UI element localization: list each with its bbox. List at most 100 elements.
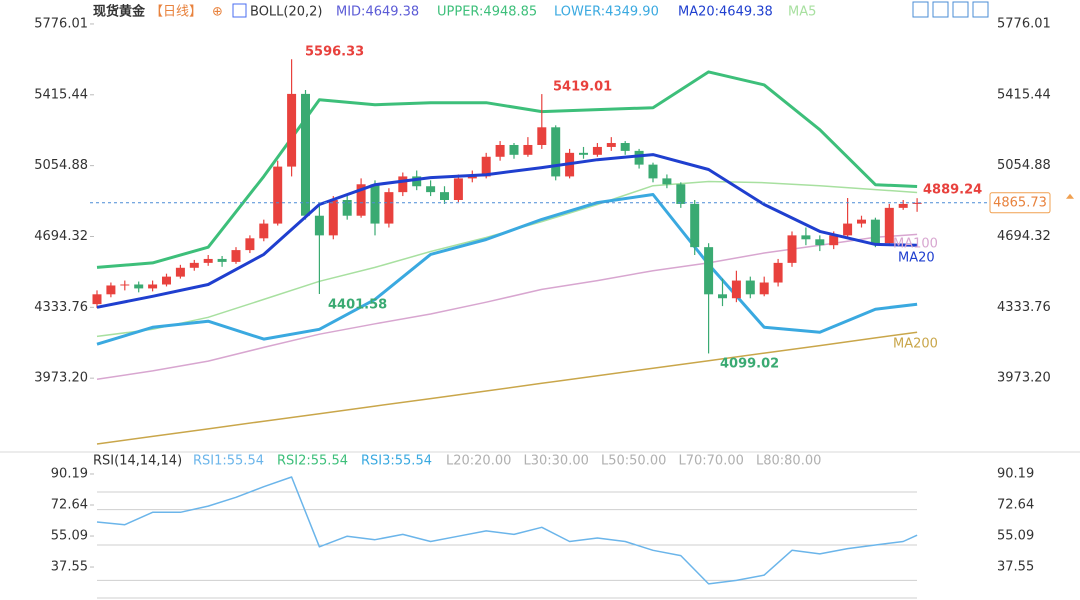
y-tick-label: 37.55 bbox=[51, 560, 88, 575]
candle-body bbox=[745, 280, 755, 295]
tool-button[interactable] bbox=[932, 1, 949, 18]
candle-body bbox=[718, 294, 727, 299]
candle-body bbox=[662, 178, 672, 185]
candle-body bbox=[759, 282, 769, 295]
tool-button[interactable] bbox=[912, 1, 929, 18]
y-tick-label: 5776.01 bbox=[34, 16, 88, 31]
price-arrow-icon bbox=[1066, 193, 1074, 199]
candle-body bbox=[273, 166, 283, 224]
indicator-line bbox=[96, 153, 918, 309]
indicator-line bbox=[96, 193, 918, 346]
candle-body bbox=[898, 203, 908, 208]
candle-body bbox=[523, 144, 533, 155]
last-price-box bbox=[989, 192, 1051, 214]
indicator-line bbox=[96, 70, 918, 269]
indicator-line bbox=[96, 331, 918, 445]
tool-button[interactable] bbox=[952, 1, 969, 18]
candle-body bbox=[217, 258, 227, 262]
candle-body bbox=[509, 144, 519, 155]
y-tick-label-right: 4333.76 bbox=[997, 300, 1051, 315]
ma20-end-label: MA20 bbox=[898, 251, 935, 266]
candle-body bbox=[259, 223, 269, 239]
mid-label: MID:4649.38 bbox=[336, 5, 419, 20]
candle-body bbox=[731, 280, 741, 299]
last-price-label: 4865.73 bbox=[993, 195, 1047, 210]
y-tick-label: 4694.32 bbox=[34, 229, 88, 244]
y-tick-label: 4333.76 bbox=[34, 300, 88, 315]
candle-body bbox=[189, 262, 199, 268]
upper-label: UPPER:4948.85 bbox=[437, 5, 537, 20]
rsi3-label: RSI3:55.54 bbox=[361, 454, 432, 469]
price-box-group: 4865.73 bbox=[90, 192, 1074, 214]
candle-body bbox=[134, 284, 144, 289]
candle-body bbox=[648, 164, 658, 179]
high-annotation: 5419.01 bbox=[553, 80, 612, 95]
candle-body bbox=[245, 238, 255, 251]
candle-body bbox=[620, 143, 630, 151]
line-layer bbox=[96, 70, 918, 599]
candle-body bbox=[815, 239, 825, 246]
candle-body bbox=[148, 284, 158, 289]
y-tick-label-right: 90.19 bbox=[997, 466, 1034, 481]
candle-body bbox=[314, 215, 324, 236]
rsi2-label: RSI2:55.54 bbox=[277, 454, 348, 469]
low-annotation: 4099.02 bbox=[720, 357, 779, 372]
candle-body bbox=[287, 93, 297, 167]
indicator-name: BOLL(20,2) bbox=[250, 5, 323, 20]
level-label: L50:50.00 bbox=[601, 454, 666, 469]
candle-body bbox=[231, 250, 241, 262]
tool-button[interactable] bbox=[972, 1, 989, 18]
y-tick-label-right: 3973.20 bbox=[997, 371, 1051, 386]
candle-body bbox=[120, 284, 130, 286]
candle-body bbox=[801, 235, 811, 240]
y-tick-label-right: 37.55 bbox=[997, 560, 1034, 575]
boll-icon[interactable] bbox=[232, 3, 247, 18]
ma5-label: MA5 bbox=[788, 5, 816, 20]
high-annotation: 5596.33 bbox=[305, 45, 364, 60]
candle-body bbox=[301, 93, 310, 216]
candle-body bbox=[426, 186, 436, 193]
candle-body bbox=[551, 127, 561, 177]
candle-body bbox=[481, 156, 491, 177]
ma20-label: MA20:4649.38 bbox=[678, 5, 773, 20]
candle-body bbox=[440, 192, 449, 200]
candle-body bbox=[384, 192, 394, 224]
candle-body bbox=[328, 199, 338, 236]
y-tick-label: 72.64 bbox=[51, 498, 88, 513]
period-icon[interactable]: ⊕ bbox=[212, 5, 223, 20]
level-label: L20:20.00 bbox=[446, 454, 511, 469]
lower-label: LOWER:4349.90 bbox=[554, 5, 659, 20]
candle-body bbox=[579, 152, 588, 155]
candle-body bbox=[342, 199, 352, 216]
y-tick-label-right: 5776.01 bbox=[997, 16, 1051, 31]
candle-layer bbox=[92, 59, 922, 354]
candle-body bbox=[606, 143, 616, 147]
period[interactable]: 【日线】 bbox=[150, 5, 202, 20]
y-tick-label: 55.09 bbox=[51, 529, 88, 544]
toolbar bbox=[912, 1, 989, 18]
candle-body bbox=[884, 207, 894, 244]
y-tick-label-right: 72.64 bbox=[997, 498, 1034, 513]
candle-body bbox=[704, 247, 714, 295]
candle-body bbox=[453, 178, 463, 200]
candle-body bbox=[203, 258, 213, 263]
y-tick-label-right: 5415.44 bbox=[997, 87, 1051, 102]
candle-body bbox=[106, 285, 116, 295]
low-annotation: 4401.58 bbox=[328, 298, 387, 313]
candle-body bbox=[356, 184, 366, 216]
candle-body bbox=[162, 276, 171, 285]
candle-body bbox=[829, 235, 839, 246]
candle-body bbox=[843, 223, 853, 236]
high-annotation: 4889.24 bbox=[923, 183, 982, 198]
candle-body bbox=[495, 144, 505, 157]
candle-body bbox=[634, 150, 644, 165]
y-tick-label: 90.19 bbox=[51, 466, 88, 481]
y-tick-label-right: 4694.32 bbox=[997, 229, 1051, 244]
rsi-title: RSI(14,14,14) bbox=[93, 454, 182, 469]
candle-body bbox=[412, 176, 422, 187]
ma100-end-label: MA100 bbox=[893, 237, 938, 252]
rsi1-label: RSI1:55.54 bbox=[193, 454, 264, 469]
chart-title: 现货黄金 bbox=[93, 4, 146, 20]
